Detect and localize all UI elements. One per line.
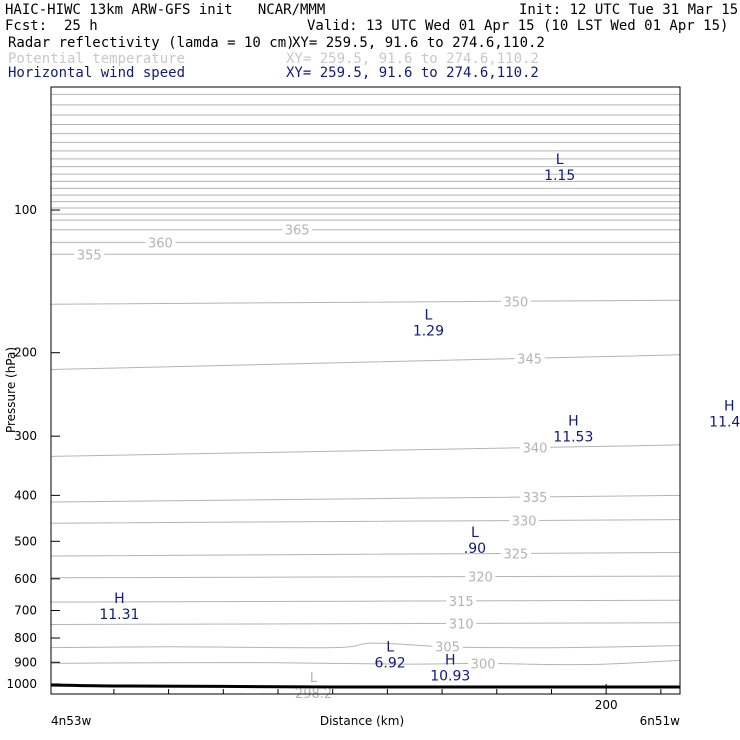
theta-contour-305 (51, 642, 680, 649)
top-dense-contours (51, 93, 680, 221)
terrain-line (51, 683, 680, 689)
y-tick-label: 600 (14, 572, 37, 586)
extremum-value: .90 (464, 541, 486, 557)
valid-time: Valid: 13 UTC Wed 01 Apr 15 (10 LST Wed … (307, 18, 729, 34)
extremum-value: 11.31 (99, 607, 139, 623)
y-tick-label: 800 (14, 631, 37, 645)
theta-label-310: 310 (449, 617, 474, 632)
theta-label-315: 315 (449, 595, 474, 610)
theta-label-330: 330 (512, 515, 537, 530)
theta-label-bg (282, 221, 313, 238)
theta-label-bg (509, 512, 540, 529)
theta-contour-315 (51, 599, 680, 603)
theta-contour-325 (51, 552, 680, 557)
right-endpoint-label: 6n51w (640, 714, 681, 728)
field-xy-theta: XY= 259.5, 91.6 to 274.6,110.2 (286, 51, 539, 67)
theta-label-bg (446, 615, 477, 632)
theta-contour-345 (51, 354, 680, 370)
extrema-labels: L1.15L1.29H11.53H11.47L.90H11.31L6.92H10… (99, 152, 740, 702)
y-axis-title: Pressure (hPa) (4, 347, 18, 433)
theta-label-bg (465, 568, 496, 585)
model-title: HAIC-HIWC 13km ARW-GFS init NCAR/MMM (5, 2, 326, 18)
field-xy-wind: XY= 259.5, 91.6 to 274.6,110.2 (286, 65, 539, 81)
extremum-kind-L: L (424, 307, 432, 323)
x-tick-label: 200 (595, 698, 618, 712)
init-time: Init: 12 UTC Tue 31 Mar 15 (519, 2, 739, 18)
theta-label-bg (514, 350, 545, 367)
y-tick-label: 900 (14, 655, 37, 669)
theta-label-bg (432, 638, 463, 655)
extremum-kind-L: L (386, 640, 394, 656)
extremum-kind-L: L (310, 671, 318, 686)
terrain-profile (51, 683, 680, 689)
theta-label-bg (145, 234, 176, 251)
theta-label-bg (468, 655, 499, 672)
y-tick-label: 100 (14, 203, 37, 217)
y-tick-label: 1000 (6, 677, 37, 691)
theta-label-350: 350 (503, 295, 528, 310)
theta-label-bg (74, 246, 105, 263)
forecast-label: Fcst: (5, 18, 48, 34)
theta-contours (51, 229, 680, 666)
theta-label-320: 320 (468, 571, 493, 586)
extremum-value: 10.93 (430, 669, 470, 685)
theta-label-360: 360 (148, 236, 173, 251)
extremum-value: 1.29 (413, 323, 444, 339)
theta-label-340: 340 (523, 442, 548, 457)
theta-label-bg (520, 439, 551, 456)
theta-label-bg (500, 545, 531, 562)
theta-label-bg (500, 293, 531, 310)
x-axis-title: Distance (km) (320, 714, 404, 728)
y-tick-label: 300 (14, 429, 37, 443)
axes: 100 200 300 400 500 600 700 800 900 1000 200 (6, 203, 662, 712)
extremum-value: 1.15 (544, 168, 575, 184)
extremum-kind-H: H (445, 653, 456, 669)
theta-contour-350 (51, 299, 680, 305)
theta-contour-340 (51, 444, 680, 457)
theta-label-bg (520, 488, 551, 505)
field-name-theta: Potential temperature (8, 51, 186, 67)
theta-label-365: 365 (285, 224, 310, 239)
theta-contour-300 (51, 659, 680, 666)
extremum-value: 6.92 (375, 656, 406, 672)
theta-label-355: 355 (77, 248, 102, 263)
left-endpoint-label: 4n53w (51, 714, 92, 728)
plot-frame (50, 86, 681, 695)
forecast-hours: 25 h (64, 18, 98, 34)
theta-contour-320 (51, 575, 680, 579)
theta-label-305: 305 (435, 641, 460, 656)
y-tick-label: 200 (14, 346, 37, 360)
extremum-value: 11.53 (553, 430, 593, 446)
theta-contour-335 (51, 494, 680, 503)
extremum-kind-H: H (568, 414, 579, 430)
extremum-kind-H: H (114, 591, 125, 607)
theta-contour-labels: 365 360 355 350 345 340 335 330 325 320 315 310 305 3… (74, 221, 551, 672)
theta-contour-310 (51, 622, 680, 625)
y-tick-label: 500 (14, 534, 37, 548)
theta-label-325: 325 (503, 547, 528, 562)
extremum-kind-L: L (556, 152, 564, 168)
extremum-kind-H: H (724, 399, 735, 415)
field-name-wind: Horizontal wind speed (8, 65, 186, 81)
theta-label-300: 300 (471, 657, 496, 672)
extremum-kind-L: L (471, 525, 479, 541)
y-tick-label: 400 (14, 488, 37, 502)
theta-label-335: 335 (523, 491, 548, 506)
theta-label-345: 345 (517, 352, 542, 367)
field-xy-reflectivity: XY= 259.5, 91.6 to 274.6,110.2 (292, 35, 545, 51)
theta-label-bg (446, 592, 477, 609)
field-name-reflectivity: Radar reflectivity (lamda = 10 cm) (8, 35, 295, 51)
extremum-value: 11.47 (709, 415, 740, 431)
y-tick-label: 700 (14, 604, 37, 618)
theta-contour-330 (51, 519, 680, 524)
